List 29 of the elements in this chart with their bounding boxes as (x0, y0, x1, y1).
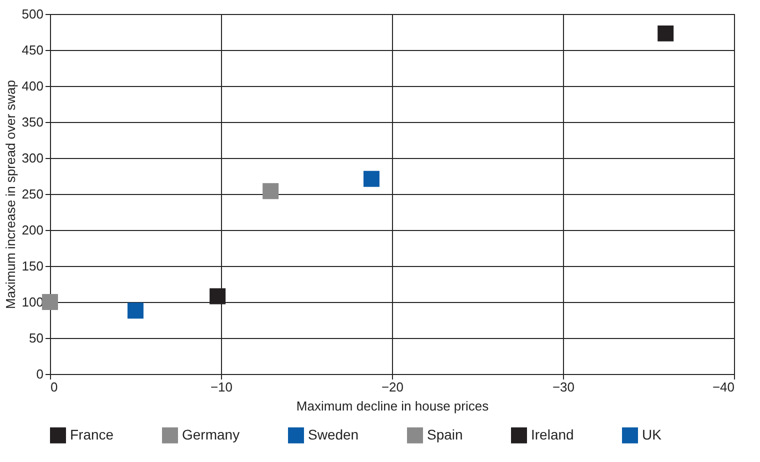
point (363, 170, 380, 187)
x-tick-label: 0 (50, 380, 58, 394)
y-tick-label: 350 (22, 114, 44, 130)
legend-label: Ireland (531, 426, 574, 442)
point (42, 294, 58, 310)
legend-label: Spain (427, 426, 463, 442)
y-tick-label: 150 (22, 258, 44, 274)
legend-label: France (70, 426, 114, 442)
y-tick-label: 450 (22, 42, 44, 58)
y-tick-label: 250 (22, 186, 44, 202)
y-tick-label: 200 (22, 222, 44, 238)
y-tick-label: 0 (36, 366, 44, 382)
y-axis-title: Maximum increase in spread over swap (2, 80, 18, 310)
x-axis-title: Maximum decline in house prices (296, 398, 490, 414)
point (262, 183, 279, 200)
y-tick-label: 400 (22, 78, 44, 94)
point (210, 288, 226, 304)
x-tick-label: −30 (552, 380, 575, 394)
legend-label: Germany (182, 426, 240, 442)
legend-label: Sweden (308, 426, 359, 442)
x-tick-label: −10 (210, 380, 233, 394)
legend-label: UK (642, 426, 662, 442)
point (658, 25, 674, 42)
x-tick-label: −20 (381, 380, 404, 394)
y-tick-label: 300 (22, 150, 44, 166)
point (128, 302, 144, 319)
y-tick-label: 500 (22, 6, 44, 22)
y-tick-label: 50 (29, 330, 44, 346)
x-tick-label: −40 (712, 380, 734, 394)
